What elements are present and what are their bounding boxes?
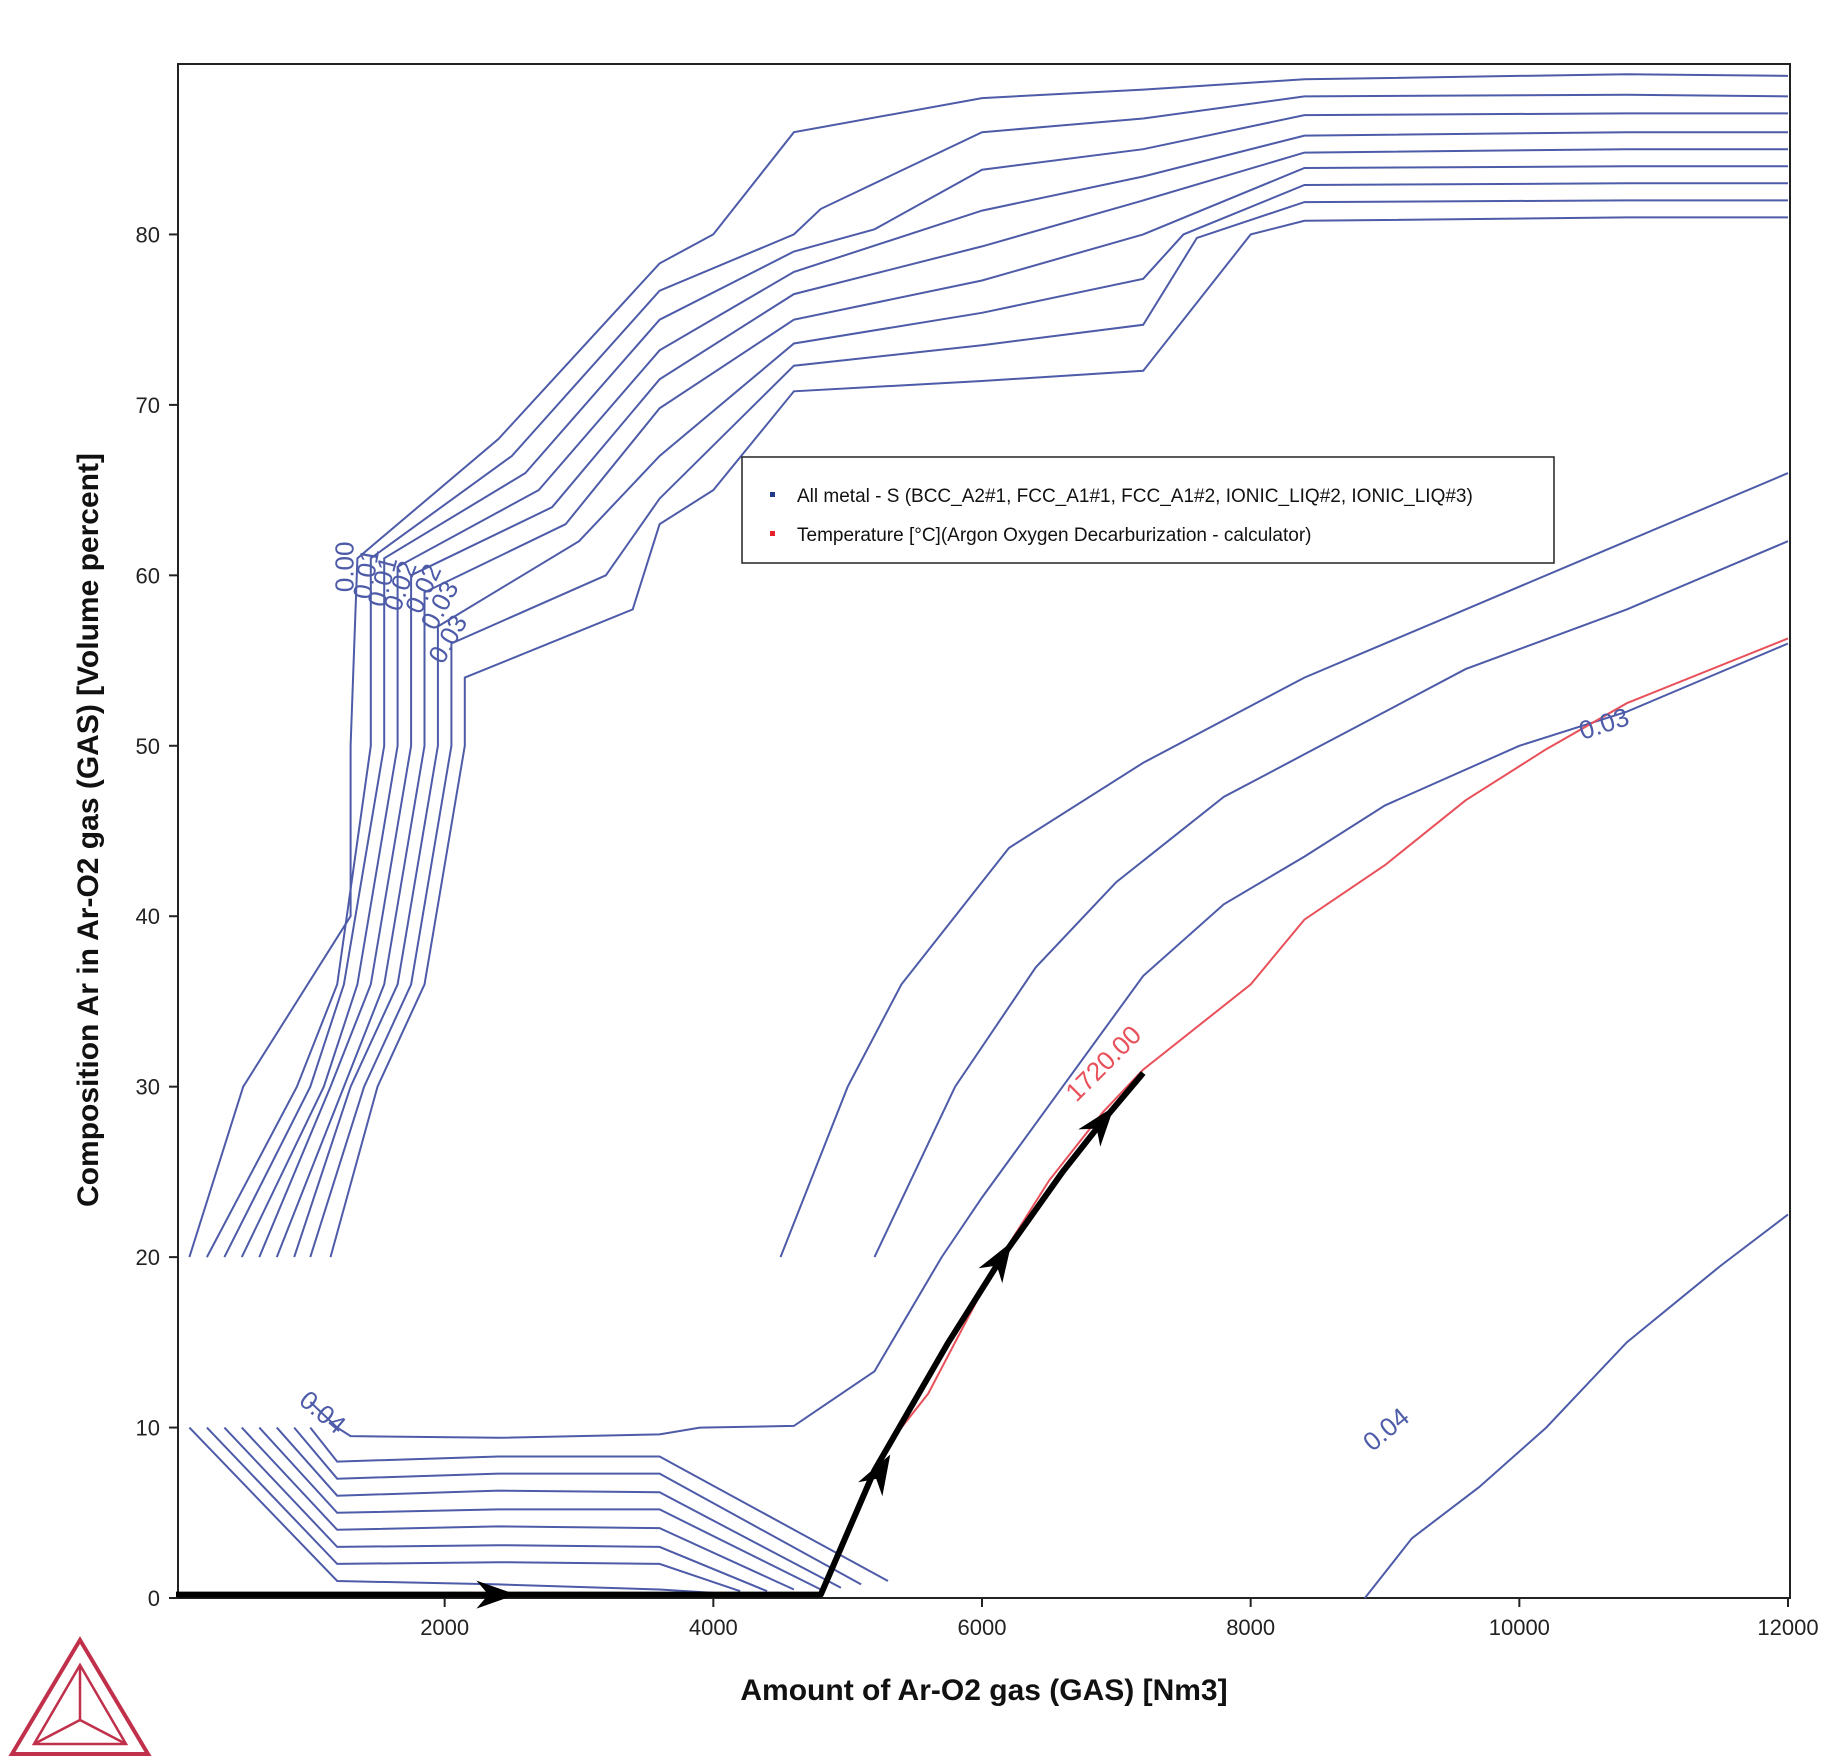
process-path <box>176 1071 1146 1609</box>
contour-line-8 <box>329 216 1788 1258</box>
x-axis-title: Amount of Ar-O2 gas (GAS) [Nm3] <box>740 1674 1227 1707</box>
thermo-calc-logo-icon <box>8 1636 152 1756</box>
y-tick-label-80: 80 <box>136 222 160 247</box>
x-tick-label-2000: 2000 <box>420 1615 469 1640</box>
contour-line-14 <box>258 1426 822 1591</box>
legend-label-all-metal: All metal - S (BCC_A2#1, FCC_A1#1, FCC_A… <box>797 486 1473 507</box>
contour-line-19 <box>873 540 1789 1258</box>
legend-label-temperature: Temperature [°C](Argon Oxygen Decarburiz… <box>797 525 1311 546</box>
y-tick-label-40: 40 <box>136 904 160 929</box>
legend: All metal - S (BCC_A2#1, FCC_A1#1, FCC_A… <box>741 456 1555 564</box>
y-tick-label-0: 0 <box>148 1586 160 1611</box>
contour-label-0: 0.00 <box>329 542 359 593</box>
x-tick-label-4000: 4000 <box>689 1615 738 1640</box>
y-tick-label-10: 10 <box>136 1416 160 1441</box>
contour-line-11 <box>206 1426 741 1593</box>
path-arrow-3 <box>1078 1106 1115 1147</box>
path-arrow-0 <box>476 1580 517 1609</box>
x-axis: 2000 4000 6000 8000 10000 12000 <box>420 1598 1819 1640</box>
legend-swatch-temperature <box>770 531 775 536</box>
x-tick-label-10000: 10000 <box>1489 1615 1550 1640</box>
y-tick-label-30: 30 <box>136 1075 160 1100</box>
contour-line-7 <box>309 199 1788 1258</box>
x-tick-label-12000: 12000 <box>1757 1615 1818 1640</box>
path-arrow-1 <box>858 1454 891 1497</box>
contour-line-10 <box>188 1426 714 1594</box>
x-tick-label-6000: 6000 <box>958 1615 1007 1640</box>
contour-lines <box>188 73 1789 1599</box>
process-path-line <box>176 1071 1146 1598</box>
contour-line-5 <box>275 165 1788 1258</box>
y-axis: 0 10 20 30 40 50 60 70 80 <box>136 222 178 1611</box>
contour-line-16 <box>293 1426 862 1586</box>
legend-box <box>741 456 1555 564</box>
contour-line-3 <box>240 131 1788 1258</box>
y-tick-label-60: 60 <box>136 563 160 588</box>
contour-line-15 <box>276 1426 842 1589</box>
y-tick-label-50: 50 <box>136 734 160 759</box>
path-arrow-2 <box>978 1241 1012 1284</box>
y-tick-label-70: 70 <box>136 393 160 418</box>
contour-line-4 <box>258 148 1788 1258</box>
contour-line-9 <box>309 642 1789 1439</box>
legend-swatch-all-metal <box>770 492 775 497</box>
contour-line-1 <box>206 93 1789 1258</box>
y-axis-title: Composition Ar in Ar-O2 gas (GAS) [Volum… <box>72 453 105 1207</box>
temperature-line <box>822 637 1789 1594</box>
plot-frame <box>177 63 1791 1599</box>
contour-line-2 <box>223 112 1788 1258</box>
contour-line-13 <box>241 1426 795 1591</box>
y-tick-label-20: 20 <box>136 1245 160 1270</box>
contour-line-20 <box>1364 1213 1789 1599</box>
contour-line-17 <box>309 1426 889 1582</box>
contour-line-18 <box>779 472 1789 1258</box>
x-tick-label-8000: 8000 <box>1226 1615 1275 1640</box>
temperature-contour-line <box>822 637 1789 1594</box>
contour-line-6 <box>293 182 1788 1258</box>
contour-line-12 <box>223 1426 768 1593</box>
